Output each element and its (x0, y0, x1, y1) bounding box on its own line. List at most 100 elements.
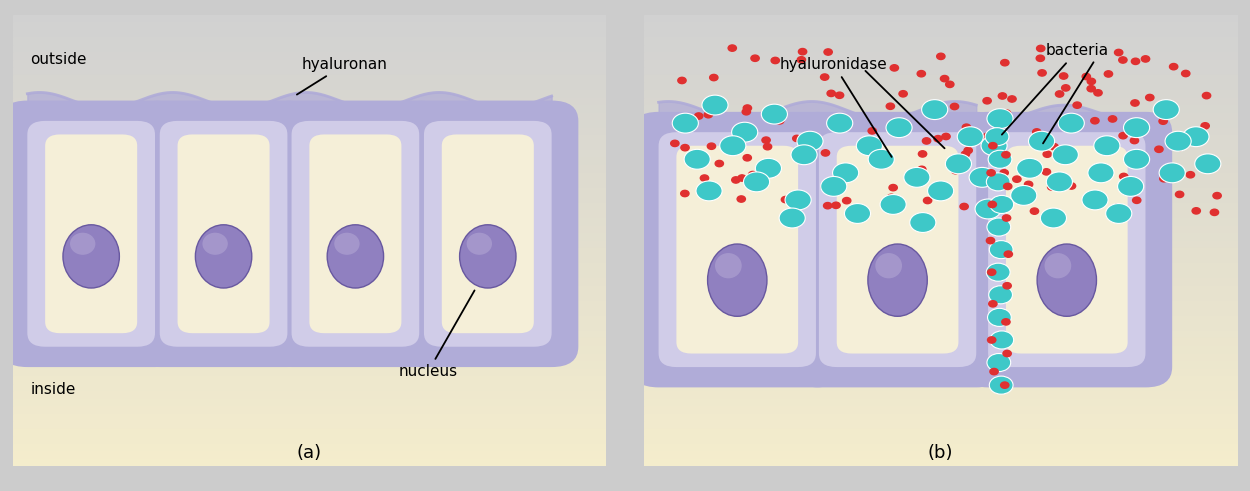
Circle shape (1181, 70, 1190, 77)
Circle shape (751, 55, 759, 61)
Circle shape (988, 308, 1011, 327)
Circle shape (1046, 172, 1072, 192)
Circle shape (1003, 283, 1011, 289)
Circle shape (707, 143, 715, 149)
Circle shape (831, 202, 840, 209)
Ellipse shape (1038, 244, 1096, 316)
FancyBboxPatch shape (836, 146, 959, 354)
Circle shape (681, 191, 689, 197)
Circle shape (1160, 176, 1168, 182)
Circle shape (820, 74, 829, 80)
Circle shape (890, 65, 899, 71)
Circle shape (940, 76, 949, 82)
Bar (12, 105, 606, 112)
Circle shape (1202, 92, 1211, 99)
Circle shape (1068, 183, 1076, 189)
Circle shape (1109, 116, 1116, 122)
Circle shape (899, 91, 908, 97)
Bar (644, 324, 1238, 331)
Circle shape (771, 57, 780, 64)
Circle shape (989, 150, 1012, 168)
Circle shape (1210, 209, 1219, 216)
Circle shape (969, 167, 995, 187)
Circle shape (1061, 85, 1070, 91)
Bar (12, 60, 606, 67)
Bar (12, 135, 606, 143)
Circle shape (934, 136, 942, 142)
Circle shape (1042, 151, 1051, 157)
Bar (12, 218, 606, 225)
Bar (644, 188, 1238, 195)
Circle shape (755, 159, 781, 178)
Circle shape (986, 238, 995, 244)
Circle shape (961, 151, 970, 157)
Circle shape (684, 149, 710, 169)
Circle shape (1094, 90, 1102, 96)
Bar (644, 256, 1238, 263)
Circle shape (1176, 144, 1184, 151)
Circle shape (1036, 55, 1045, 61)
Circle shape (960, 203, 969, 210)
Circle shape (1003, 351, 1011, 356)
Circle shape (845, 204, 870, 223)
Circle shape (1104, 71, 1112, 77)
Bar (644, 90, 1238, 98)
Circle shape (1165, 131, 1191, 151)
Circle shape (1088, 78, 1095, 84)
Bar (12, 369, 606, 376)
Circle shape (1001, 152, 1010, 158)
Circle shape (1016, 159, 1042, 178)
Circle shape (928, 181, 954, 201)
Bar (12, 22, 606, 30)
Bar (12, 451, 606, 459)
Circle shape (999, 93, 1006, 99)
Bar (644, 143, 1238, 150)
Circle shape (749, 171, 756, 178)
Circle shape (1115, 49, 1122, 55)
Text: outside: outside (30, 53, 86, 67)
Bar (644, 429, 1238, 436)
Bar (644, 15, 1238, 22)
Circle shape (824, 202, 831, 209)
Circle shape (720, 136, 746, 156)
Bar (644, 195, 1238, 203)
Bar (644, 316, 1238, 324)
Bar (644, 37, 1238, 45)
FancyBboxPatch shape (659, 132, 816, 367)
Bar (12, 30, 606, 37)
FancyBboxPatch shape (45, 135, 138, 333)
Circle shape (1000, 169, 1009, 176)
Bar (12, 225, 606, 233)
Circle shape (1114, 204, 1122, 210)
Circle shape (1038, 70, 1046, 76)
Text: hyaluronidase: hyaluronidase (780, 57, 891, 157)
FancyBboxPatch shape (132, 101, 314, 367)
Circle shape (1141, 56, 1150, 62)
Circle shape (678, 77, 686, 83)
Circle shape (1052, 145, 1079, 164)
FancyBboxPatch shape (310, 135, 401, 333)
Bar (644, 308, 1238, 316)
Circle shape (798, 131, 822, 151)
Circle shape (1182, 127, 1209, 147)
Circle shape (1025, 181, 1032, 188)
Circle shape (988, 337, 996, 343)
Circle shape (775, 118, 784, 124)
Circle shape (828, 90, 835, 97)
Bar (12, 444, 606, 451)
FancyBboxPatch shape (291, 121, 419, 347)
Ellipse shape (460, 225, 516, 288)
Bar (12, 376, 606, 383)
Circle shape (792, 135, 801, 141)
Ellipse shape (1045, 253, 1071, 278)
Bar (644, 150, 1238, 158)
Bar (644, 60, 1238, 67)
Bar (644, 406, 1238, 414)
Bar (644, 225, 1238, 233)
Circle shape (681, 144, 689, 151)
Bar (12, 150, 606, 158)
Circle shape (671, 140, 679, 146)
Circle shape (738, 175, 746, 181)
Circle shape (986, 263, 1010, 281)
Circle shape (1082, 190, 1108, 210)
